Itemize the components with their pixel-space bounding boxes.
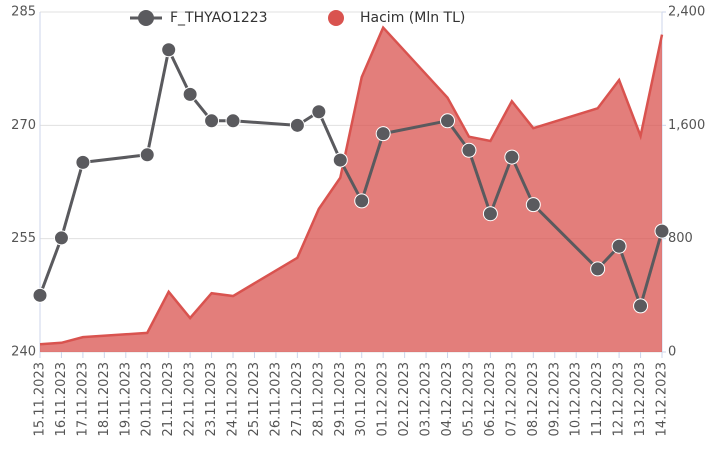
- x-tick-label: 19.11.2023: [118, 362, 133, 436]
- point: [482, 206, 498, 222]
- x-tick-label: 20.11.2023: [140, 362, 155, 436]
- x-tick-label: 15.11.2023: [33, 362, 48, 436]
- point: [611, 238, 627, 254]
- x-tick-label: 13.12.2023: [633, 362, 648, 436]
- point: [75, 154, 91, 170]
- point: [182, 86, 198, 102]
- point: [375, 126, 391, 142]
- point: [440, 113, 456, 129]
- point: [32, 287, 48, 303]
- x-tick-label: 22.11.2023: [183, 362, 198, 436]
- x-tick-label: 05.12.2023: [461, 362, 476, 436]
- x-tick-label: 12.12.2023: [612, 362, 627, 436]
- point: [204, 113, 220, 129]
- legend-label: F_THYAO1223: [170, 10, 268, 26]
- x-tick-label: 04.12.2023: [440, 362, 455, 436]
- y-tick-label: 240: [11, 345, 36, 360]
- point: [461, 142, 477, 158]
- x-tick-label: 07.12.2023: [504, 362, 519, 436]
- y2-tick-label: 2,400: [668, 5, 705, 20]
- x-tick-label: 03.12.2023: [419, 362, 434, 436]
- y-tick-label: 270: [11, 118, 36, 133]
- x-tick-label: 09.12.2023: [547, 362, 562, 436]
- point: [225, 113, 241, 129]
- x-tick-label: 26.11.2023: [268, 362, 283, 436]
- x-tick-label: 01.12.2023: [376, 362, 391, 436]
- point: [161, 42, 177, 58]
- point: [53, 230, 69, 246]
- point: [354, 193, 370, 209]
- x-tick-label: 23.11.2023: [204, 362, 219, 436]
- point: [504, 149, 520, 165]
- area-line: [39, 25, 664, 346]
- x-tick-label: 16.11.2023: [54, 362, 69, 436]
- legend-label: Hacim (Mln TL): [360, 10, 465, 26]
- point: [311, 104, 327, 120]
- legend-marker: [328, 10, 344, 26]
- x-tick-label: 02.12.2023: [397, 362, 412, 436]
- y-tick-label: 255: [11, 231, 36, 246]
- x-tick-label: 30.11.2023: [354, 362, 369, 436]
- point: [289, 117, 305, 133]
- x-tick-label: 18.11.2023: [97, 362, 112, 436]
- x-tick-label: 06.12.2023: [483, 362, 498, 436]
- y2-tick-label: 0: [668, 345, 676, 360]
- point: [139, 147, 155, 163]
- x-tick-label: 21.11.2023: [161, 362, 176, 436]
- point: [590, 261, 606, 277]
- x-tick-label: 08.12.2023: [526, 362, 541, 436]
- legend-marker: [138, 10, 154, 26]
- point: [525, 197, 541, 213]
- y-tick-label: 285: [11, 5, 36, 20]
- area: [40, 27, 662, 352]
- x-tick-label: 11.12.2023: [590, 362, 605, 436]
- line: [38, 48, 664, 308]
- x-tick-label: 28.11.2023: [311, 362, 326, 436]
- x-tick-label: 25.11.2023: [247, 362, 262, 436]
- point: [654, 223, 670, 239]
- x-tick-label: 29.11.2023: [333, 362, 348, 436]
- x-tick-label: 10.12.2023: [569, 362, 584, 436]
- x-tick-label: 14.12.2023: [655, 362, 670, 436]
- point: [332, 152, 348, 168]
- point: [633, 298, 649, 314]
- x-tick-label: 17.11.2023: [75, 362, 90, 436]
- y2-tick-label: 1,600: [668, 118, 705, 133]
- x-tick-label: 24.11.2023: [226, 362, 241, 436]
- y2-tick-label: 800: [668, 231, 693, 246]
- x-tick-label: 27.11.2023: [290, 362, 305, 436]
